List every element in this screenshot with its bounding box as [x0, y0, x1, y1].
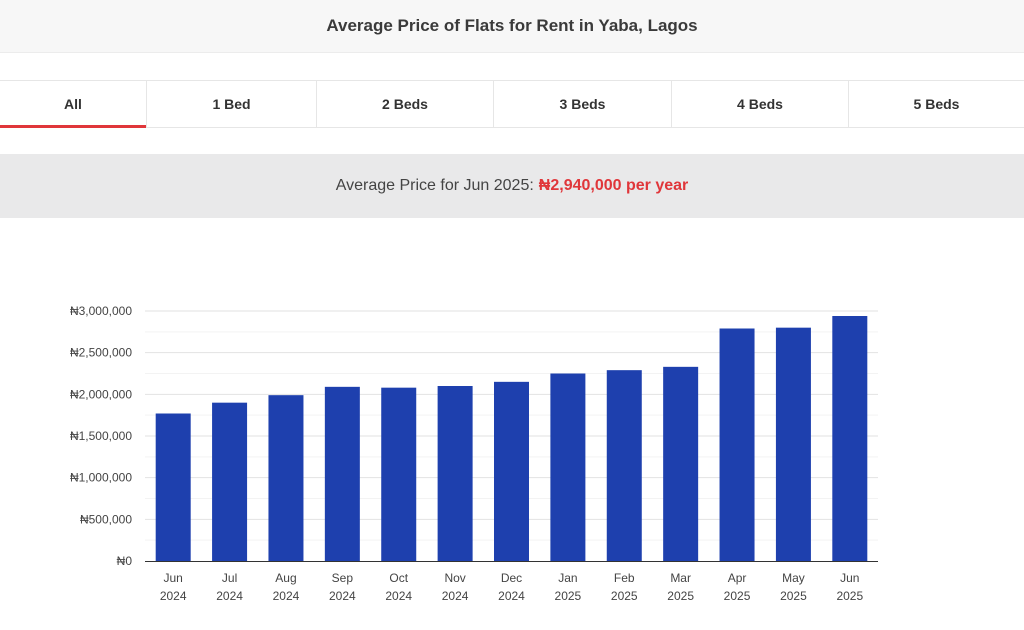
x-tick-label: 2025	[555, 589, 582, 603]
tab-2-beds[interactable]: 2 Beds	[317, 81, 494, 127]
x-tick-label: 2024	[385, 589, 412, 603]
average-price-summary: Average Price for Jun 2025: ₦2,940,000 p…	[0, 154, 1024, 218]
tab-5-beds[interactable]: 5 Beds	[849, 81, 1024, 127]
tab-3-beds[interactable]: 3 Beds	[494, 81, 672, 127]
page-title: Average Price of Flats for Rent in Yaba,…	[326, 16, 698, 35]
x-tick-label: 2025	[724, 589, 751, 603]
tab-label: 1 Bed	[212, 96, 251, 112]
x-tick-label: Sep	[332, 571, 354, 585]
tab-label: 4 Beds	[737, 96, 783, 112]
bar	[155, 413, 191, 561]
bar	[550, 373, 586, 561]
bar	[494, 381, 529, 561]
y-tick-label: ₦2,500,000	[70, 346, 132, 360]
x-tick-label: 2025	[780, 589, 807, 603]
summary-label: Average Price for Jun 2025:	[335, 177, 534, 194]
price-chart: ₦0 ₦500,000 ₦1,000,000 ₦1,500,000 ₦2,000,000…	[0, 290, 1024, 620]
x-tick-label: 2024	[273, 589, 300, 603]
x-tick-label: 2024	[498, 589, 525, 603]
chart-header: Average Price of Flats for Rent in Yaba,…	[0, 0, 1024, 53]
x-tick-label: Apr	[728, 571, 747, 585]
y-tick-label: ₦500,000	[80, 512, 132, 526]
bar	[832, 316, 868, 561]
tab-label: All	[64, 96, 82, 112]
tab-label: 2 Beds	[382, 96, 428, 112]
y-tick-label: ₦0	[117, 554, 133, 568]
bar	[212, 402, 248, 561]
x-tick-label: Mar	[670, 571, 691, 585]
summary-price: ₦2,940,000 per year	[538, 177, 689, 194]
x-tick-label: 2024	[442, 589, 469, 603]
tab-4-beds[interactable]: 4 Beds	[672, 81, 849, 127]
bar	[381, 387, 417, 561]
tab-label: 5 Beds	[913, 96, 960, 112]
bar-chart-svg: ₦0 ₦500,000 ₦1,000,000 ₦1,500,000 ₦2,000,000…	[70, 304, 878, 603]
x-tick-label: Jul	[222, 571, 237, 585]
x-tick-label: 2024	[216, 589, 243, 603]
x-tick-label: 2024	[329, 589, 356, 603]
y-tick-label: ₦2,000,000	[70, 387, 132, 401]
bar	[719, 328, 755, 561]
y-tick-label: ₦1,500,000	[70, 429, 132, 443]
x-tick-label: 2025	[836, 589, 863, 603]
bar	[775, 327, 811, 561]
x-tick-label: 2025	[611, 589, 638, 603]
x-tick-label: Jun	[164, 571, 183, 585]
tab-all[interactable]: All	[0, 81, 147, 128]
x-tick-label: May	[782, 571, 805, 585]
bar	[437, 386, 473, 561]
tab-1-bed[interactable]: 1 Bed	[147, 81, 317, 127]
x-tick-label: Aug	[275, 571, 296, 585]
bar	[268, 395, 304, 561]
x-tick-label: Feb	[614, 571, 635, 585]
bar	[663, 366, 699, 561]
bedroom-tabs: All 1 Bed 2 Beds 3 Beds 4 Beds 5 Beds	[0, 80, 1024, 128]
bar	[606, 370, 642, 561]
x-tick-label: Nov	[444, 571, 465, 585]
x-tick-label: Jan	[558, 571, 577, 585]
x-tick-label: Oct	[389, 571, 408, 585]
x-tick-label: Dec	[501, 571, 522, 585]
x-tick-label: 2025	[667, 589, 694, 603]
y-tick-label: ₦1,000,000	[70, 471, 132, 485]
bar	[324, 386, 360, 561]
tab-label: 3 Beds	[559, 96, 606, 112]
x-tick-label: Jun	[840, 571, 859, 585]
x-tick-label: 2024	[160, 589, 187, 603]
y-tick-label: ₦3,000,000	[70, 304, 132, 318]
